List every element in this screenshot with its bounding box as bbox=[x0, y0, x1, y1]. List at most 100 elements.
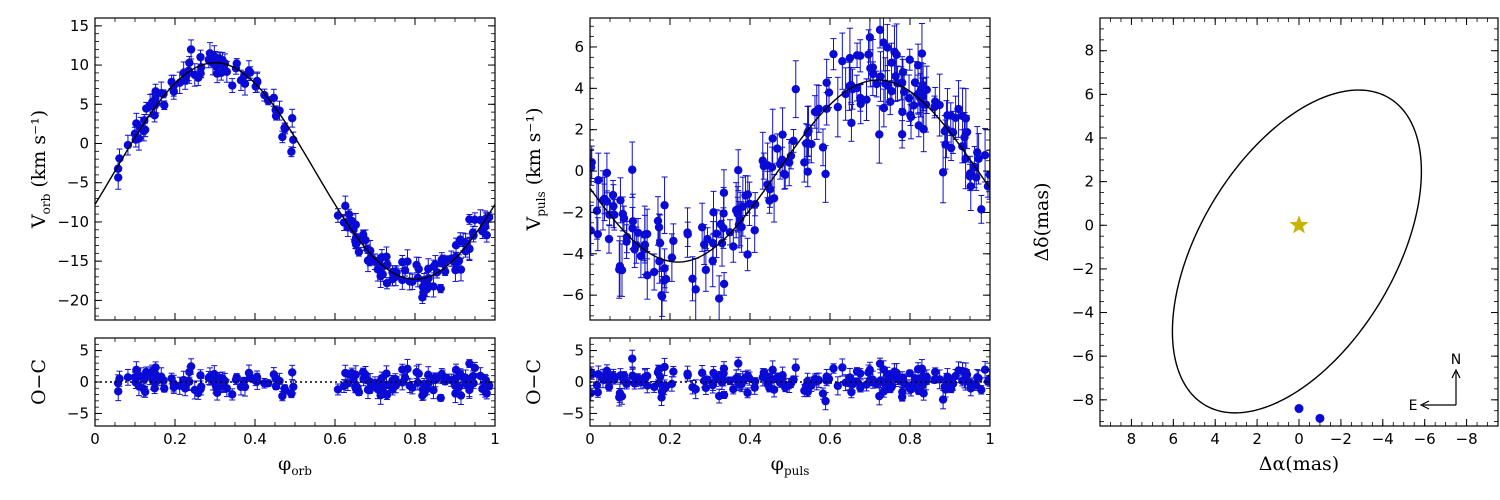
residual-point bbox=[424, 371, 432, 379]
residual-point bbox=[398, 365, 406, 373]
rv-point bbox=[887, 58, 895, 66]
rv-point bbox=[650, 268, 658, 276]
rv-point bbox=[616, 196, 624, 204]
rv-point bbox=[442, 256, 450, 264]
residual-point bbox=[770, 385, 778, 393]
residual-point bbox=[879, 365, 887, 373]
x-tick-label: 0.4 bbox=[738, 430, 762, 448]
y-axis-label-sub: puls bbox=[534, 191, 548, 216]
rv-point bbox=[815, 105, 823, 113]
residual-point bbox=[856, 369, 864, 377]
rv-point bbox=[599, 196, 607, 204]
residual-point bbox=[150, 384, 158, 392]
residual-point bbox=[148, 367, 156, 375]
rv-point bbox=[654, 217, 662, 225]
rv-point bbox=[352, 240, 360, 248]
rv-point bbox=[660, 264, 668, 272]
y-tick-label: 5 bbox=[574, 342, 584, 360]
x-axis-label-main: φ bbox=[278, 453, 291, 475]
residual-point bbox=[191, 386, 199, 394]
x-axis-label-sub: orb bbox=[291, 464, 312, 478]
residual-point bbox=[114, 387, 122, 395]
residual-point bbox=[289, 383, 297, 391]
residual-point bbox=[949, 380, 957, 388]
rv-point bbox=[603, 169, 611, 177]
residual-point bbox=[223, 384, 231, 392]
residual-point bbox=[821, 397, 829, 405]
rv-point bbox=[803, 139, 811, 147]
y-tick-label: −4 bbox=[1072, 304, 1094, 322]
residual-layer bbox=[587, 350, 994, 410]
residual-point bbox=[654, 368, 662, 376]
residual-point bbox=[170, 383, 178, 391]
y-axis-label: Vpuls (km s⁻¹) bbox=[523, 108, 548, 232]
residual-point bbox=[887, 372, 895, 380]
residual-point bbox=[157, 372, 165, 380]
residual-point bbox=[233, 373, 241, 381]
residual-point bbox=[264, 379, 272, 387]
y-tick-label: 0 bbox=[574, 373, 584, 391]
rv-point bbox=[947, 111, 955, 119]
rv-point bbox=[287, 148, 295, 156]
rv-point bbox=[905, 94, 913, 102]
residual-point bbox=[930, 376, 938, 384]
y-tick-label: −15 bbox=[57, 252, 89, 270]
rv-point bbox=[594, 176, 602, 184]
rv-point bbox=[750, 226, 758, 234]
rv-point bbox=[892, 51, 900, 59]
residual-point bbox=[196, 371, 204, 379]
primary-star-marker bbox=[1289, 215, 1308, 233]
y-tick-label: −5 bbox=[67, 404, 89, 422]
rv-point bbox=[669, 237, 677, 245]
rv-point bbox=[907, 113, 915, 121]
rv-point bbox=[741, 191, 749, 199]
residual-point bbox=[366, 384, 374, 392]
residual-point bbox=[437, 394, 445, 402]
residual-point bbox=[668, 380, 676, 388]
x-tick-label: 8 bbox=[1127, 430, 1137, 448]
rv-point bbox=[879, 38, 887, 46]
residual-point bbox=[594, 388, 602, 396]
rv-point bbox=[891, 72, 899, 80]
residual-point bbox=[838, 363, 846, 371]
x-tick-label: 0 bbox=[1294, 430, 1304, 448]
rv-point bbox=[789, 137, 797, 145]
rv-point bbox=[872, 80, 880, 88]
residual-point bbox=[588, 370, 596, 378]
residual-point bbox=[124, 373, 132, 381]
rv-point bbox=[148, 98, 156, 106]
rv-point bbox=[834, 103, 842, 111]
rv-point bbox=[880, 104, 888, 112]
rv-point bbox=[732, 206, 740, 214]
residual-point bbox=[888, 382, 896, 390]
rv-point bbox=[418, 293, 426, 301]
residual-point bbox=[650, 383, 658, 391]
rv-point bbox=[773, 144, 781, 152]
residual-point bbox=[340, 382, 348, 390]
residual-point bbox=[212, 382, 220, 390]
rv-point bbox=[888, 87, 896, 95]
rv-point bbox=[684, 230, 692, 238]
y-tick-label: −5 bbox=[562, 404, 584, 422]
residual-point bbox=[587, 389, 595, 397]
residual-point bbox=[669, 367, 677, 375]
residual-point bbox=[361, 370, 369, 378]
residual-point bbox=[792, 363, 800, 371]
rv-point bbox=[700, 240, 708, 248]
residual-point bbox=[628, 354, 636, 362]
residual-point bbox=[684, 371, 692, 379]
residual-point bbox=[352, 385, 360, 393]
compass-east-label: E bbox=[1409, 398, 1418, 414]
rv-point bbox=[431, 260, 439, 268]
residual-point bbox=[476, 372, 484, 380]
residual-point bbox=[609, 372, 617, 380]
rv-point bbox=[804, 167, 812, 175]
y-tick-label: 4 bbox=[1084, 129, 1094, 147]
rv-point bbox=[898, 130, 906, 138]
rv-point bbox=[637, 252, 645, 260]
rv-point bbox=[187, 45, 195, 53]
astrometry-point bbox=[1295, 404, 1304, 413]
rv-point bbox=[622, 237, 630, 245]
